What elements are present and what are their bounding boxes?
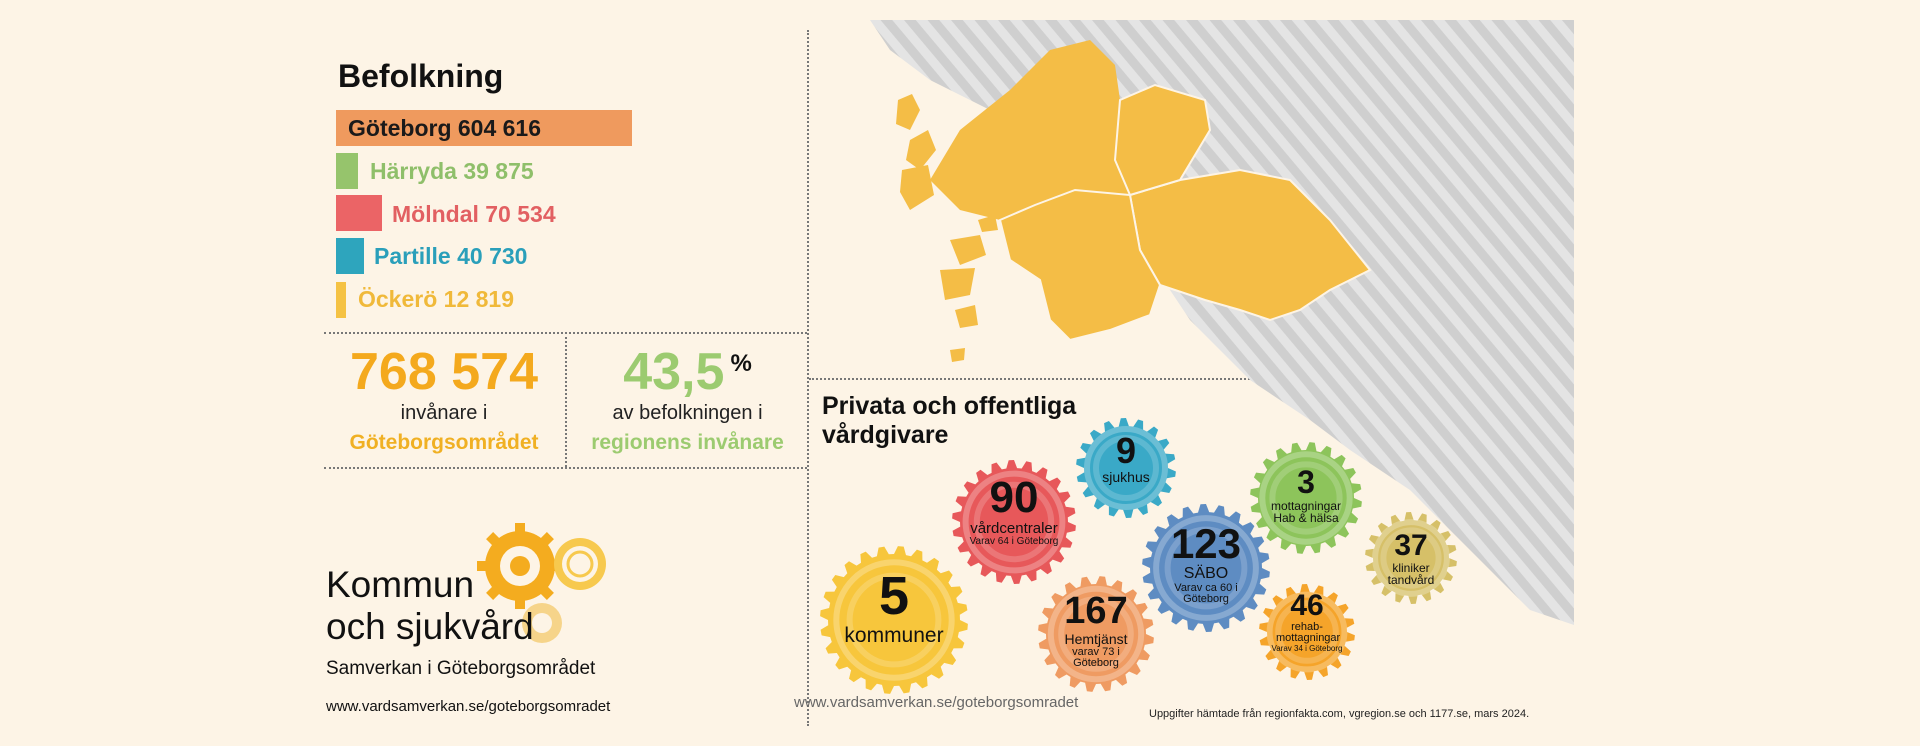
bar-label-ockero: Öckerö 12 819 <box>358 286 515 312</box>
gear-text-sjukhus: 9 sjukhus <box>1086 432 1166 484</box>
providers-title-line1: Privata och offentliga <box>822 392 1077 420</box>
gear-note-hemtjanst: varav 73 i Göteborg <box>1072 645 1120 670</box>
map-land-outside <box>870 20 1574 625</box>
map-island-3 <box>900 165 934 210</box>
map-island-2 <box>906 130 936 170</box>
map-island-7 <box>978 215 998 232</box>
gear-label-rehab: rehab-mottagningar <box>1276 620 1341 645</box>
gear-tandvard <box>1365 512 1457 604</box>
inhabitants-line2: Göteborgsområdet <box>349 431 539 454</box>
map-divider <box>809 378 1274 380</box>
gear-hab-halsa <box>1250 442 1362 554</box>
gear-sabo <box>1142 504 1270 632</box>
bar-label-goteborg: Göteborg 604 616 <box>348 115 542 141</box>
share-line2: regionens invånare <box>591 431 784 454</box>
gear-label-kommuner: kommuner <box>844 623 944 647</box>
inhabitants-number: 768 574 <box>350 343 538 401</box>
map-island-1 <box>896 94 920 130</box>
source-note: Uppgifter hämtade från regionfakta.com, … <box>1149 708 1530 720</box>
gear-text-hemtjanst: 167 Hemtjänst varav 73 i Göteborg <box>1046 590 1146 670</box>
gear-note-sabo: Varav ca 60 i Göteborg <box>1174 581 1238 606</box>
gear-number-vardcentraler: 90 <box>989 473 1039 522</box>
stats-divider <box>565 332 567 467</box>
gear-number-sabo: 123 <box>1170 520 1242 567</box>
gear-text-vardcentraler: 90 vårdcentraler Varav 64 i Göteborg <box>954 473 1074 547</box>
bar-harryda <box>336 153 358 189</box>
bar-molndal <box>336 195 382 231</box>
logo-gear-right <box>554 538 606 590</box>
gear-number-hemtjanst: 167 <box>1064 590 1128 632</box>
bar-goteborg <box>336 110 632 146</box>
gear-note-tandvard: tandvård <box>1387 573 1435 588</box>
gear-hemtjanst <box>1038 576 1154 692</box>
bar-label-partille: Partille 40 730 <box>374 243 528 269</box>
gear-text-hab-halsa: 3 mottagningar Hab & hälsa <box>1256 464 1356 526</box>
providers-title: Privata och offentliga vårdgivare <box>822 392 1076 450</box>
inhabitants-line1: invånare i <box>400 402 488 424</box>
brand-tagline: Samverkan i Göteborgsområdet <box>326 658 596 679</box>
map-island-6 <box>955 305 978 328</box>
share-block: 43,5% av befolkningen i regionens invåna… <box>568 342 807 455</box>
gear-label-hemtjanst: Hemtjänst <box>1064 630 1128 647</box>
gear-sjukhus <box>1076 418 1176 518</box>
population-title: Befolkning <box>338 58 504 94</box>
brand-line1: Kommun <box>326 564 475 605</box>
gear-number-hab-halsa: 3 <box>1297 464 1315 500</box>
left-divider-bottom <box>324 467 807 469</box>
gear-number-tandvard: 37 <box>1394 529 1428 562</box>
gear-label-vardcentraler: vårdcentraler <box>970 520 1058 538</box>
gear-note-vardcentraler: Varav 64 i Göteborg <box>969 535 1059 547</box>
gear-number-rehab: 46 <box>1290 589 1324 622</box>
providers-title-line2: vårdgivare <box>822 420 949 449</box>
gear-label-sabo: SÄBO <box>1183 565 1229 583</box>
gear-note-rehab: Varav 34 i Göteborg <box>1271 643 1343 653</box>
infographic-card: Befolkning Göteborg 604 616 Härryda 39 8… <box>314 20 1574 726</box>
map-island-5 <box>940 268 975 300</box>
bar-label-molndal: Mölndal 70 534 <box>392 201 556 227</box>
gear-number-kommuner: 5 <box>878 566 910 626</box>
gear-kommuner <box>820 546 968 694</box>
provider-gears <box>820 418 1457 694</box>
bar-ockero <box>336 282 346 318</box>
gear-text-kommuner: 5 kommuner <box>824 568 964 647</box>
logo-gear-large <box>477 523 563 609</box>
logo-gear-small <box>522 603 562 643</box>
overlay-url[interactable]: www.vardsamverkan.se/goteborgsomradet <box>794 694 1079 711</box>
share-unit: % <box>730 350 752 377</box>
gear-text-rehab: 46 rehab-mottagningar Varav 34 i Götebor… <box>1262 590 1352 653</box>
map-island-4 <box>950 235 986 265</box>
gear-label-hab-halsa: mottagningar <box>1270 498 1342 513</box>
gear-rehab <box>1259 584 1355 680</box>
gear-text-sabo: 123 SÄBO Varav ca 60 i Göteborg <box>1146 520 1266 606</box>
share-number: 43,5 <box>623 343 725 401</box>
share-line1: av befolkningen i <box>612 402 763 424</box>
inhabitants-block: 768 574 invånare i Göteborgsområdet <box>324 342 564 455</box>
vertical-divider <box>807 30 809 726</box>
map <box>870 20 1574 625</box>
gear-label-sjukhus: sjukhus <box>1102 468 1150 485</box>
brand-line2: och sjukvård <box>326 606 534 647</box>
map-region-partille <box>1113 83 1212 197</box>
bar-partille <box>336 238 364 274</box>
gear-vardcentraler <box>952 460 1076 584</box>
gear-label-tandvard: kliniker <box>1392 560 1430 575</box>
map-island-8 <box>950 348 965 362</box>
gears-logo <box>477 523 606 643</box>
gear-note-hab-halsa: Hab & hälsa <box>1273 511 1339 526</box>
map-region-molndal <box>998 188 1162 342</box>
bar-label-harryda: Härryda 39 875 <box>370 158 534 184</box>
gear-number-sjukhus: 9 <box>1115 430 1137 471</box>
brand-url[interactable]: www.vardsamverkan.se/goteborgsomradet <box>326 698 611 715</box>
gear-text-tandvard: 37 kliniker tandvård <box>1371 530 1451 587</box>
share-number-row: 43,5% <box>568 342 807 402</box>
